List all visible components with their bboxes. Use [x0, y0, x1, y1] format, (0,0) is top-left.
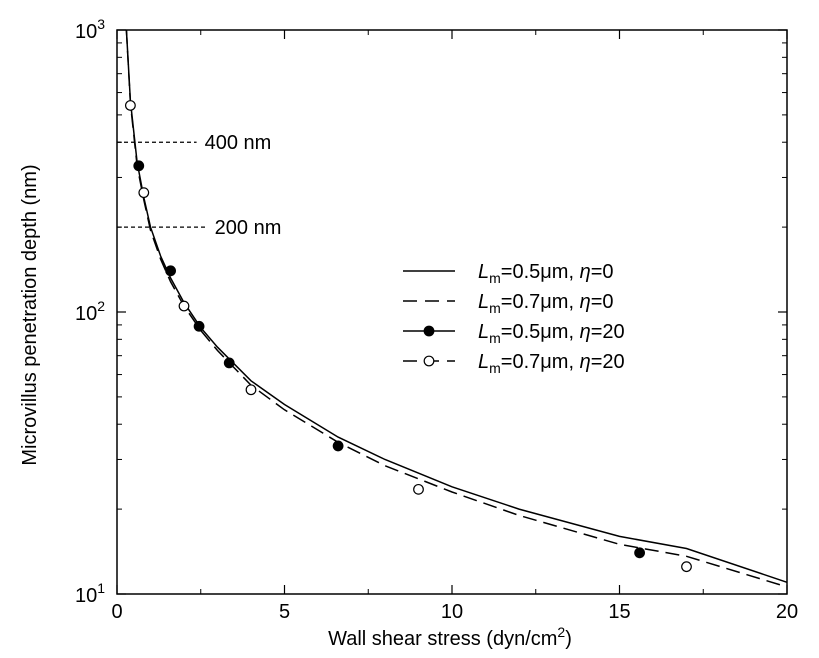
- legend-item-3: Lm=0.5μm, η=20: [403, 321, 625, 346]
- data-point-open: [246, 385, 256, 395]
- data-point-open: [126, 101, 136, 111]
- series-line: [126, 30, 787, 587]
- data-point-filled: [333, 441, 343, 451]
- y-tick-label: 102: [75, 298, 105, 325]
- data-point-filled: [194, 321, 204, 331]
- data-point-open: [179, 301, 189, 311]
- plot-border: [117, 30, 787, 594]
- series-2: [126, 30, 787, 587]
- legend-item-2: Lm=0.7μm, η=0: [403, 291, 614, 316]
- y-tick-label: 101: [75, 580, 105, 607]
- data-point-open: [682, 562, 692, 572]
- legend-item-1: Lm=0.5μm, η=0: [403, 261, 614, 286]
- x-tick-label: 15: [608, 601, 630, 623]
- data-point-filled: [166, 266, 176, 276]
- legend-label: Lm=0.5μm, η=0: [478, 261, 614, 286]
- data-point-filled: [134, 161, 144, 171]
- legend-label: Lm=0.7μm, η=20: [478, 351, 625, 376]
- data-point-filled: [635, 548, 645, 558]
- annotation-label: 400 nm: [205, 132, 272, 154]
- legend-label: Lm=0.7μm, η=0: [478, 291, 614, 316]
- y-tick-label: 103: [75, 16, 105, 43]
- plot-frame: [117, 30, 787, 594]
- y-axis-title: Microvillus penetration depth (nm): [19, 164, 41, 465]
- x-axis-title: Wall shear stress (dyn/cm2): [328, 624, 572, 650]
- series-line: [126, 30, 787, 582]
- data-point-open: [414, 485, 424, 495]
- annotation-label: 200 nm: [215, 217, 282, 239]
- legend-label: Lm=0.5μm, η=20: [478, 321, 625, 346]
- series-1: [126, 30, 787, 582]
- data-point-open: [139, 188, 149, 198]
- x-tick-label: 5: [279, 601, 290, 623]
- legend-swatch-marker: [424, 326, 434, 336]
- legend: Lm=0.5μm, η=0 Lm=0.7μm, η=0 Lm=0.5μm, η=20…: [403, 261, 625, 376]
- x-tick-label: 20: [776, 601, 798, 623]
- x-axis-title-superscript: 2: [557, 624, 565, 640]
- legend-swatch-marker: [424, 356, 434, 366]
- axis-ticks: 0 5 10 15 20 101 102 103: [75, 16, 798, 623]
- x-tick-label: 0: [111, 601, 122, 623]
- legend-item-4: Lm=0.7μm, η=20: [403, 351, 625, 376]
- x-tick-label: 10: [441, 601, 463, 623]
- series-layer: [126, 30, 787, 587]
- data-point-filled: [224, 358, 234, 368]
